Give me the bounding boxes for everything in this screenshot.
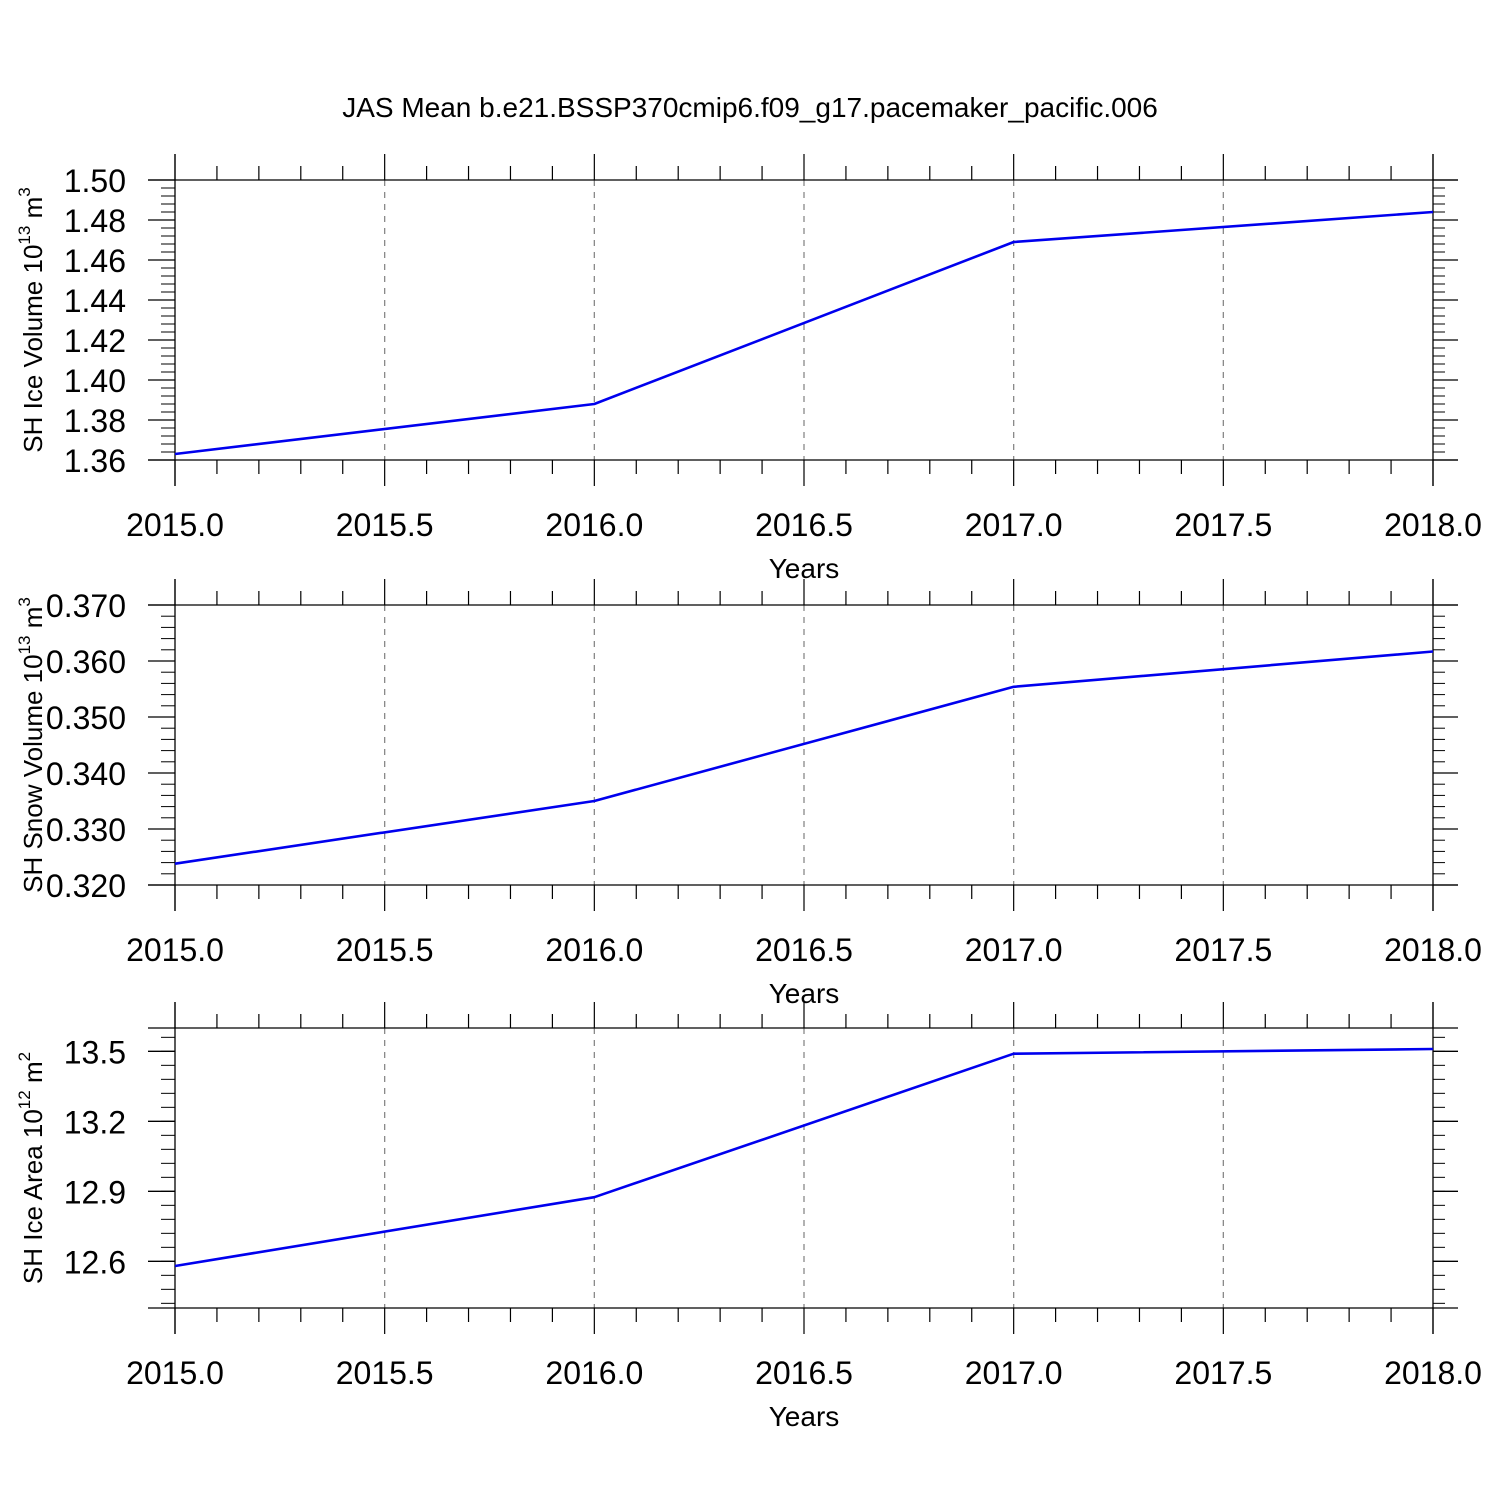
- y-axis-label: SH Snow Volume 1013 m3: [15, 597, 48, 893]
- series-line: [174, 1047, 1434, 1268]
- y-tick-label: 1.40: [64, 363, 126, 399]
- y-tick-label: 0.350: [46, 700, 126, 736]
- chart-panel-2: 2015.0 2015.5 2016.0 2016.5 2017.0 2017.5 2018…: [15, 579, 1482, 1009]
- x-tick-label: 2015.5: [336, 1355, 434, 1391]
- x-tick-label: 2015.5: [336, 932, 434, 968]
- x-tick-label: 2016.5: [755, 1355, 853, 1391]
- y-tick-label: 0.360: [46, 644, 126, 680]
- x-tick-label: 2018.0: [1384, 1355, 1482, 1391]
- chart-panel-3: 2015.0 2015.5 2016.0 2016.5 2017.0 2017.5 2018…: [15, 1002, 1482, 1432]
- x-tick-label: 2017.0: [965, 1355, 1063, 1391]
- x-tick-label: 2016.5: [755, 932, 853, 968]
- y-tick-label: 1.36: [64, 443, 126, 479]
- y-tick-label: 0.320: [46, 868, 126, 904]
- y-axis-label-unit-exponent: 3: [15, 187, 34, 196]
- y-axis-label-text: SH Snow Volume 10: [18, 654, 48, 892]
- x-tick-label: 2018.0: [1384, 932, 1482, 968]
- y-axis-label-unit-exponent: 2: [15, 1052, 34, 1061]
- y-tick-label: 1.50: [64, 163, 126, 199]
- y-axis-label-exponent: 12: [15, 1090, 34, 1109]
- y-tick-label: 12.9: [64, 1174, 126, 1210]
- x-tick-label: 2017.5: [1174, 507, 1272, 543]
- x-tick-label: 2017.0: [965, 932, 1063, 968]
- y-axis-label-text: SH Ice Volume 10: [18, 245, 48, 453]
- figure-title: JAS Mean b.e21.BSSP370cmip6.f09_g17.pace…: [342, 92, 1158, 123]
- y-tick-label: 12.6: [64, 1244, 126, 1280]
- y-axis-label-unit: m: [18, 197, 48, 226]
- x-tick-label: 2015.0: [126, 507, 224, 543]
- y-axis-label-unit-exponent: 3: [15, 597, 34, 606]
- x-tick-label: 2015.0: [126, 932, 224, 968]
- x-tick-label: 2015.0: [126, 1355, 224, 1391]
- x-tick-label: 2016.0: [545, 1355, 643, 1391]
- y-tick-label: 1.38: [64, 403, 126, 439]
- series-line: [174, 210, 1434, 456]
- x-tick-label: 2016.0: [545, 507, 643, 543]
- y-tick-label: 0.370: [46, 588, 126, 624]
- chart-panel-1: 2015.0 2015.5 2016.0 2016.5 2017.0 2017.5 2018…: [15, 154, 1482, 584]
- y-axis-label-unit: m: [18, 607, 48, 636]
- y-tick-label: 0.340: [46, 756, 126, 792]
- x-tick-label: 2016.5: [755, 507, 853, 543]
- x-tick-label: 2016.0: [545, 932, 643, 968]
- x-tick-label: 2017.5: [1174, 1355, 1272, 1391]
- y-axis-label: SH Ice Volume 1013 m3: [15, 187, 48, 452]
- y-axis-label-text: SH Ice Area 10: [18, 1109, 48, 1284]
- chart-panels: 2015.0 2015.5 2016.0 2016.5 2017.0 2017.5 2018…: [15, 154, 1482, 1432]
- series-line: [174, 650, 1434, 865]
- y-tick-label: 1.48: [64, 203, 126, 239]
- y-tick-label: 1.46: [64, 243, 126, 279]
- x-axis-label: Years: [769, 1401, 840, 1432]
- y-tick-label: 1.44: [64, 283, 126, 319]
- x-axis-label: Years: [769, 553, 840, 584]
- x-tick-label: 2017.0: [965, 507, 1063, 543]
- x-tick-label: 2018.0: [1384, 507, 1482, 543]
- y-axis-label: SH Ice Area 1012 m2: [15, 1052, 48, 1284]
- y-tick-label: 1.42: [64, 323, 126, 359]
- x-tick-label: 2017.5: [1174, 932, 1272, 968]
- y-axis-label-unit: m: [18, 1061, 48, 1090]
- y-axis-label-exponent: 13: [15, 635, 34, 654]
- y-tick-label: 0.330: [46, 812, 126, 848]
- y-tick-label: 13.5: [64, 1034, 126, 1070]
- y-axis-label-exponent: 13: [15, 226, 34, 245]
- x-tick-label: 2015.5: [336, 507, 434, 543]
- y-tick-label: 13.2: [64, 1104, 126, 1140]
